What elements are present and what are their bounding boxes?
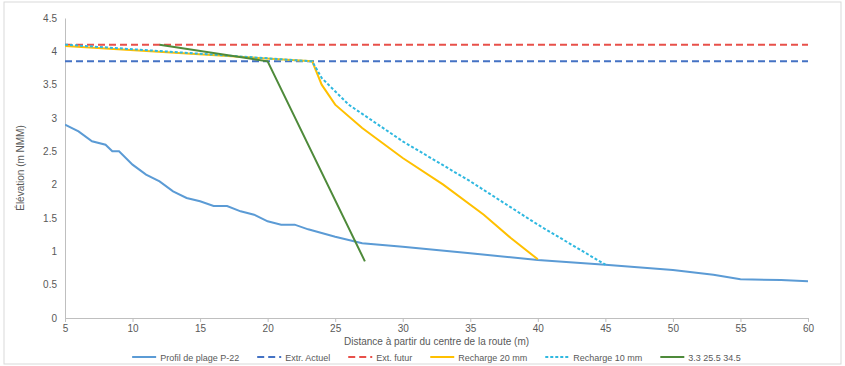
y-tick: 1.5: [43, 213, 65, 224]
legend-item: Recharge 20 mm: [430, 353, 527, 363]
y-tick-label: 4.5: [43, 13, 57, 24]
y-tick-label: 1.5: [43, 213, 57, 224]
legend-label: Recharge 20 mm: [458, 353, 527, 363]
x-tick-mark: [808, 318, 809, 322]
y-tick-label: 0: [51, 313, 57, 324]
y-tick-label: 2.5: [43, 146, 57, 157]
legend-item: 3.3 25.5 34.5: [660, 353, 741, 363]
y-tick: 0.5: [43, 279, 65, 290]
legend-item: Profil de plage P-22: [132, 353, 239, 363]
x-axis-line: [66, 318, 809, 319]
legend-label: Recharge 10 mm: [573, 353, 642, 363]
x-tick-label: 30: [398, 323, 410, 334]
x-tick-mark: [740, 318, 741, 322]
chart: 5 10 15 20 25 30 35 40 45 50 55 60 0 0.5 1 1.5 2 2.5 3 3.5 4…: [0, 0, 845, 366]
y-tick: 3: [51, 113, 65, 124]
y-tick-label: 3: [51, 113, 57, 124]
y-tick-label: 0.5: [43, 279, 57, 290]
x-tick-mark: [268, 318, 269, 322]
x-tick-mark: [673, 318, 674, 322]
legend-swatch: [430, 356, 454, 358]
series-line: [65, 44, 808, 46]
legend-swatch: [348, 356, 372, 358]
legend-label: 3.3 25.5 34.5: [688, 353, 741, 363]
x-tick: 45: [600, 318, 612, 334]
x-tick-label: 20: [263, 323, 275, 334]
y-tick: 2.5: [43, 146, 65, 157]
x-tick-mark: [335, 318, 336, 322]
y-axis: 0 0.5 1 1.5 2 2.5 3 3.5 4 4.5: [43, 13, 65, 324]
x-tick: 25: [330, 318, 342, 334]
series-line: [65, 60, 808, 62]
x-tick-label: 10: [127, 323, 139, 334]
chart-frame: [4, 2, 841, 364]
x-tick-label: 55: [735, 323, 747, 334]
x-axis-title: Distance à partir du centre de la route …: [344, 336, 529, 347]
series-line: [65, 125, 808, 282]
y-tick: 4: [51, 46, 65, 57]
x-tick-mark: [605, 318, 606, 322]
x-tick: 15: [195, 318, 207, 334]
plot-area: [65, 45, 808, 282]
x-tick-mark: [200, 318, 201, 322]
x-tick-label: 45: [600, 323, 612, 334]
x-tick: 40: [533, 318, 545, 334]
y-tick-label: 4: [51, 46, 57, 57]
y-tick-label: 1: [51, 246, 57, 257]
x-tick-label: 60: [803, 323, 815, 334]
x-tick-label: 15: [195, 323, 207, 334]
x-tick-mark: [65, 318, 66, 322]
x-tick: 20: [263, 318, 275, 334]
legend-item: Recharge 10 mm: [545, 353, 642, 363]
legend: Profil de plage P-22 Extr. Actuel Ext. fut…: [132, 353, 741, 363]
x-tick-mark: [470, 318, 471, 322]
x-tick-mark: [538, 318, 539, 322]
legend-swatch: [257, 356, 281, 358]
x-axis: 5 10 15 20 25 30 35 40 45 50 55 60: [63, 318, 815, 334]
series-line: [65, 45, 605, 265]
x-tick: 5: [63, 318, 69, 334]
y-tick-label: 3.5: [43, 79, 57, 90]
y-tick: 0: [51, 313, 65, 324]
x-tick-label: 35: [465, 323, 477, 334]
x-tick: 50: [668, 318, 680, 334]
legend-label: Profil de plage P-22: [160, 353, 239, 363]
y-tick: 3.5: [43, 79, 65, 90]
legend-swatch: [660, 356, 684, 358]
y-axis-line: [65, 19, 66, 319]
x-tick-label: 50: [668, 323, 680, 334]
x-tick-mark: [403, 318, 404, 322]
y-tick: 1: [51, 246, 65, 257]
series-line: [160, 45, 365, 262]
x-tick-label: 40: [533, 323, 545, 334]
y-tick-label: 2: [51, 179, 57, 190]
x-tick: 10: [127, 318, 139, 334]
legend-label: Extr. Actuel: [285, 353, 330, 363]
x-tick: 55: [735, 318, 747, 334]
x-tick: 30: [398, 318, 410, 334]
legend-item: Extr. Actuel: [257, 353, 330, 363]
x-tick-label: 5: [63, 323, 69, 334]
y-tick: 4.5: [43, 13, 65, 24]
y-axis-title: Élévation (m NMM): [14, 125, 26, 211]
x-tick: 60: [803, 318, 815, 334]
series-line: [65, 46, 538, 259]
y-tick: 2: [51, 179, 65, 190]
legend-swatch: [545, 356, 569, 358]
legend-label: Ext. futur: [376, 353, 412, 363]
legend-swatch: [132, 356, 156, 358]
legend-item: Ext. futur: [348, 353, 412, 363]
x-tick-mark: [133, 318, 134, 322]
x-tick-label: 25: [330, 323, 342, 334]
x-tick: 35: [465, 318, 477, 334]
